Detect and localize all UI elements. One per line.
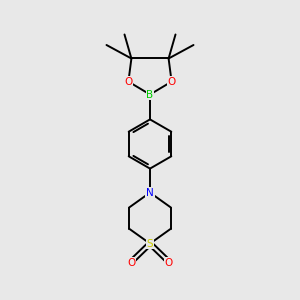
Text: O: O [127, 258, 136, 268]
Text: O: O [164, 258, 173, 268]
Text: N: N [146, 188, 154, 198]
Text: B: B [146, 89, 154, 100]
Text: S: S [147, 238, 153, 249]
Text: O: O [167, 76, 176, 87]
Text: O: O [124, 76, 133, 87]
